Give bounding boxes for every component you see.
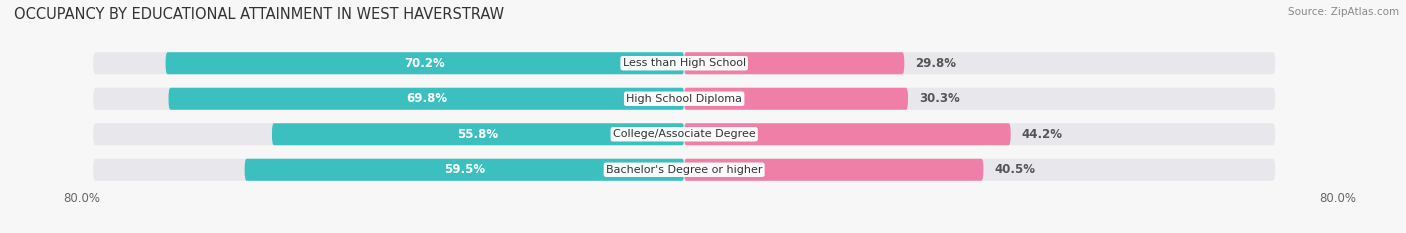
FancyBboxPatch shape — [685, 52, 904, 74]
FancyBboxPatch shape — [685, 123, 1011, 145]
Text: High School Diploma: High School Diploma — [626, 94, 742, 104]
Text: 80.0%: 80.0% — [1319, 192, 1357, 205]
FancyBboxPatch shape — [271, 123, 685, 145]
Text: 70.2%: 70.2% — [405, 57, 446, 70]
Text: College/Associate Degree: College/Associate Degree — [613, 129, 755, 139]
Text: Source: ZipAtlas.com: Source: ZipAtlas.com — [1288, 7, 1399, 17]
Text: OCCUPANCY BY EDUCATIONAL ATTAINMENT IN WEST HAVERSTRAW: OCCUPANCY BY EDUCATIONAL ATTAINMENT IN W… — [14, 7, 505, 22]
Text: 44.2%: 44.2% — [1022, 128, 1063, 141]
FancyBboxPatch shape — [93, 52, 1275, 74]
Text: 59.5%: 59.5% — [444, 163, 485, 176]
Text: 29.8%: 29.8% — [915, 57, 956, 70]
FancyBboxPatch shape — [685, 88, 908, 110]
FancyBboxPatch shape — [245, 159, 685, 181]
Text: 30.3%: 30.3% — [920, 92, 960, 105]
FancyBboxPatch shape — [93, 159, 1275, 181]
Text: 80.0%: 80.0% — [63, 192, 101, 205]
FancyBboxPatch shape — [93, 123, 1275, 145]
FancyBboxPatch shape — [93, 88, 1275, 110]
Text: Bachelor's Degree or higher: Bachelor's Degree or higher — [606, 165, 762, 175]
FancyBboxPatch shape — [169, 88, 685, 110]
Text: Less than High School: Less than High School — [623, 58, 745, 68]
FancyBboxPatch shape — [685, 159, 983, 181]
Text: 69.8%: 69.8% — [406, 92, 447, 105]
FancyBboxPatch shape — [166, 52, 685, 74]
Text: 55.8%: 55.8% — [457, 128, 499, 141]
Text: 40.5%: 40.5% — [994, 163, 1035, 176]
